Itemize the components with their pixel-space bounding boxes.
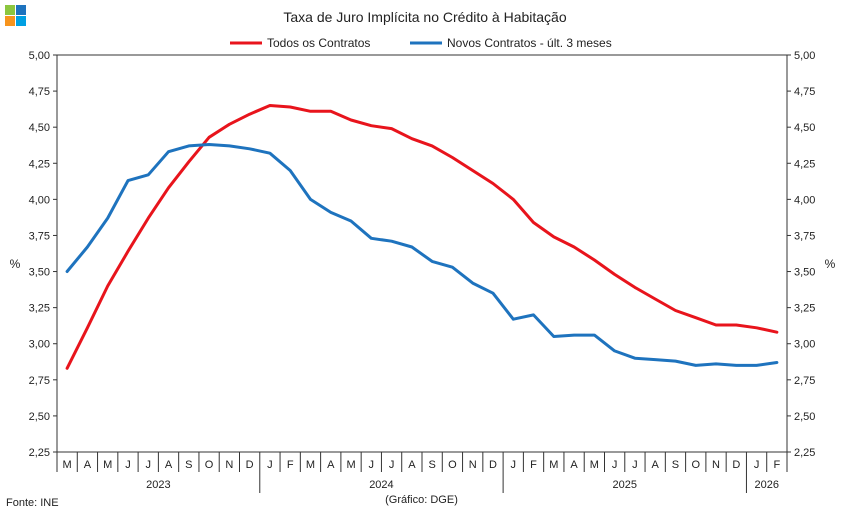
x-month-label: O [205, 459, 214, 471]
x-month-label: J [754, 459, 760, 471]
x-month-label: A [570, 459, 578, 471]
x-month-label: S [185, 459, 192, 471]
x-month-label: D [732, 459, 740, 471]
logo-icon [5, 5, 26, 26]
legend-label-todos: Todos os Contratos [267, 36, 370, 50]
y-right-tick-label: 2,25 [794, 447, 815, 459]
x-axis: M A M J J A S O N D J F M A M J J A S O N D J F M A M J J A S O N D J F2023… [56, 452, 788, 493]
x-year-label: 2024 [369, 479, 393, 491]
x-month-label: M [103, 459, 112, 471]
y-right-tick-label: 3,00 [794, 339, 815, 351]
y-left-tick-label: 2,75 [29, 375, 50, 387]
x-month-label: J [612, 459, 618, 471]
x-month-label: F [530, 459, 537, 471]
x-month-label: M [306, 459, 315, 471]
x-month-label: N [225, 459, 233, 471]
logo-square-3 [5, 16, 15, 26]
x-month-label: A [165, 459, 173, 471]
x-month-label: F [287, 459, 294, 471]
x-month-label: A [84, 459, 92, 471]
y-left-tick-label: 3,75 [29, 230, 50, 242]
x-month-label: A [408, 459, 416, 471]
x-month-label: M [63, 459, 72, 471]
y-left-tick-label: 2,25 [29, 447, 50, 459]
y-left-tick-label: 2,50 [29, 411, 50, 423]
y-left-tick-label: 4,50 [29, 122, 50, 134]
series-layer [65, 104, 779, 370]
x-month-label: J [369, 459, 375, 471]
y-left-tick-label: 3,25 [29, 303, 50, 315]
y-axis-left: 2,25 2,50 2,75 3,00 3,25 3,50 3,75 4,00 4,25 4,50… [29, 50, 57, 459]
x-month-label: S [428, 459, 435, 471]
chart-title: Taxa de Juro Implícita no Crédito à Habi… [283, 9, 566, 25]
x-month-label: O [691, 459, 700, 471]
logo-square-4 [16, 16, 26, 26]
y-left-tick-label: 3,00 [29, 339, 50, 351]
y-left-tick-label: 3,50 [29, 267, 50, 279]
x-month-label: M [590, 459, 599, 471]
x-month-label: A [327, 459, 335, 471]
y-right-tick-label: 4,50 [794, 122, 815, 134]
x-month-label: N [469, 459, 477, 471]
x-month-label: M [549, 459, 558, 471]
credit-note: (Gráfico: DGE) [385, 494, 458, 506]
y-left-tick-label: 4,00 [29, 194, 50, 206]
y-right-tick-label: 3,25 [794, 303, 815, 315]
x-year-label: 2026 [754, 479, 778, 491]
x-month-label: J [146, 459, 152, 471]
series-line-novos-contratos [65, 143, 779, 367]
y-right-tick-label: 2,75 [794, 375, 815, 387]
x-month-label: O [448, 459, 457, 471]
source-note: Fonte: INE [6, 497, 59, 509]
y-left-tick-label: 5,00 [29, 50, 50, 62]
logo-square-2 [16, 5, 26, 15]
x-year-label: 2023 [146, 479, 170, 491]
logo-square-1 [5, 5, 15, 15]
y-right-tick-label: 4,75 [794, 86, 815, 98]
x-month-label: J [632, 459, 638, 471]
y-right-tick-label: 4,25 [794, 158, 815, 170]
x-month-label: F [773, 459, 780, 471]
y-left-tick-label: 4,25 [29, 158, 50, 170]
x-month-label: N [712, 459, 720, 471]
y-right-tick-label: 3,75 [794, 230, 815, 242]
y-right-tick-label: 5,00 [794, 50, 815, 62]
y-axis-label-left: % [10, 257, 21, 271]
y-right-tick-label: 4,00 [794, 194, 815, 206]
x-month-label: M [346, 459, 355, 471]
y-left-tick-label: 4,75 [29, 86, 50, 98]
y-right-tick-label: 3,50 [794, 267, 815, 279]
x-month-label: D [489, 459, 497, 471]
legend-label-novos: Novos Contratos - últ. 3 meses [447, 36, 612, 50]
x-month-label: J [389, 459, 395, 471]
x-month-label: J [511, 459, 517, 471]
x-month-label: J [125, 459, 131, 471]
x-month-label: D [246, 459, 254, 471]
y-right-tick-label: 2,50 [794, 411, 815, 423]
x-year-label: 2025 [613, 479, 637, 491]
y-axis-right: 2,25 2,50 2,75 3,00 3,25 3,50 3,75 4,00 4,25 4,50… [787, 50, 815, 459]
x-month-label: J [267, 459, 273, 471]
x-month-label: S [672, 459, 679, 471]
series-line-todos-os-contratos [65, 104, 779, 370]
x-month-label: A [652, 459, 660, 471]
y-axis-label-right: % [825, 257, 836, 271]
legend: Todos os Contratos Novos Contratos - últ… [230, 36, 612, 50]
